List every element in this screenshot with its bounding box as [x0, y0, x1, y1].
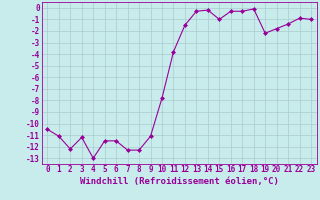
- X-axis label: Windchill (Refroidissement éolien,°C): Windchill (Refroidissement éolien,°C): [80, 177, 279, 186]
